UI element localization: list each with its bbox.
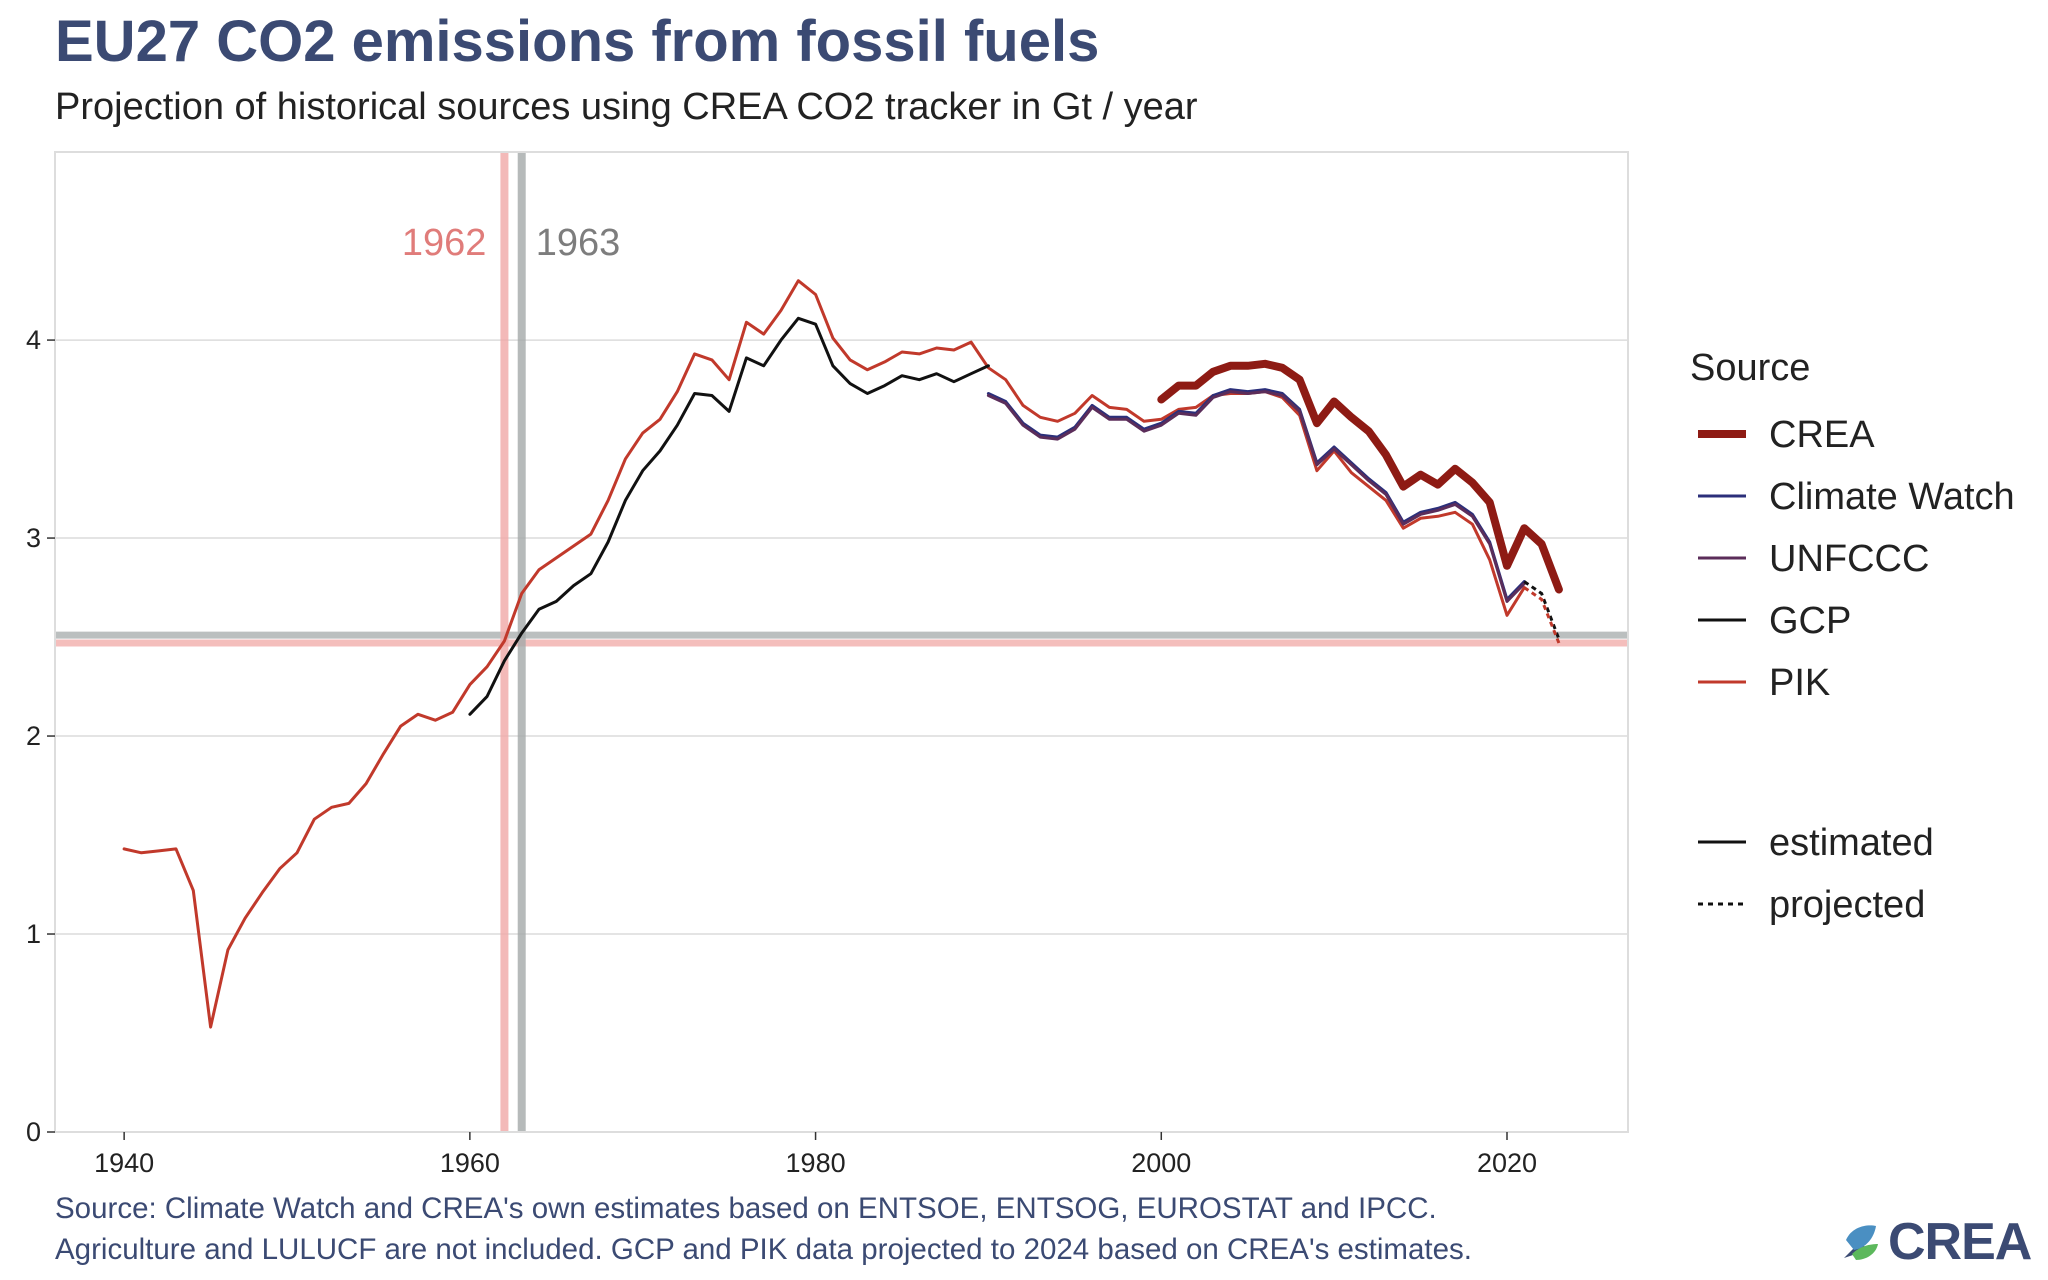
legend-label-estimated: estimated	[1769, 822, 1934, 864]
legend: Source CREA Climate Watch UNFCCC GCP PIK estim…	[1690, 347, 2015, 926]
series-line-gcp	[468, 316, 990, 716]
plot-border	[54, 151, 1629, 1133]
crea-leaf-icon	[1844, 1225, 1878, 1260]
x-tick-label: 2000	[1131, 1148, 1191, 1178]
projected-line-pik	[1523, 586, 1561, 644]
y-tick-label: 3	[26, 523, 41, 553]
grid-layer	[55, 339, 1628, 935]
series-layer	[122, 279, 1563, 1029]
reference-lines: 1962 1963	[55, 152, 1628, 1132]
series-line-pik	[122, 279, 1526, 1029]
y-tick-label: 4	[26, 325, 41, 355]
x-tick-label: 1940	[94, 1148, 154, 1178]
source-line-2: Agriculture and LULUCF are not included.…	[55, 1233, 1472, 1266]
x-tick-label: 1980	[786, 1148, 846, 1178]
crea-logo: CREA	[1838, 1212, 2032, 1272]
legend-label-gcp: GCP	[1769, 600, 1851, 642]
projected-line-gcp	[1523, 580, 1561, 640]
legend-label-unfccc: UNFCCC	[1769, 538, 1929, 580]
y-tick-label: 2	[26, 721, 41, 751]
chart-title: EU27 CO2 emissions from fossil fuels	[55, 9, 1100, 74]
logo-text: CREA	[1888, 1213, 2032, 1271]
x-tick-label: 1960	[440, 1148, 500, 1178]
y-tick-label: 1	[26, 919, 41, 949]
legend-label-pik: PIK	[1769, 662, 1830, 704]
series-line-crea	[1157, 359, 1563, 594]
source-note: Source: Climate Watch and CREA's own est…	[55, 1188, 1472, 1270]
reference-label-1963: 1963	[536, 222, 621, 264]
chart-subtitle: Projection of historical sources using C…	[55, 86, 1198, 128]
legend-label-climate-watch: Climate Watch	[1769, 476, 2015, 518]
y-tick-label: 0	[26, 1117, 41, 1147]
reference-label-1962: 1962	[402, 222, 487, 264]
series-line-unfccc	[986, 390, 1526, 603]
axis-layer: 0 1 2 3 4 1940 1960 1980 2000 2020	[26, 325, 1537, 1178]
legend-title: Source	[1690, 347, 1810, 389]
source-line-1: Source: Climate Watch and CREA's own est…	[55, 1192, 1437, 1225]
series-line-climate-watch	[986, 388, 1526, 601]
x-tick-label: 2020	[1477, 1148, 1537, 1178]
legend-label-projected: projected	[1769, 884, 1925, 926]
legend-label-crea: CREA	[1769, 414, 1875, 456]
